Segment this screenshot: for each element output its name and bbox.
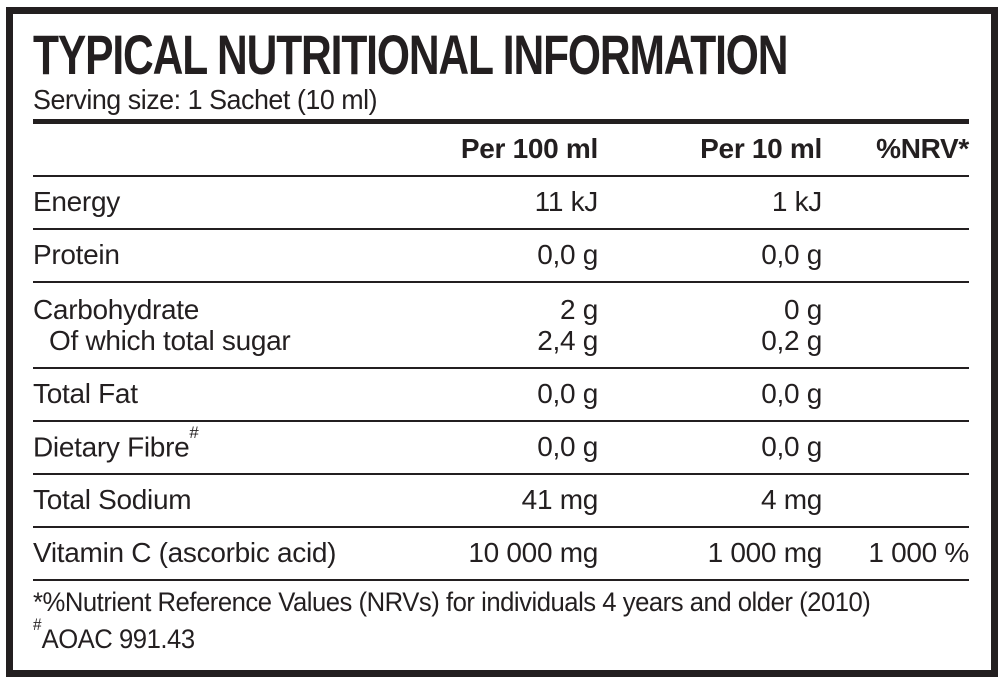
- value-per-10ml: 0,0 g: [598, 420, 822, 475]
- value-per-10ml: 0,0 g: [598, 228, 822, 283]
- footnotes: *%Nutrient Reference Values (NRVs) for i…: [33, 587, 922, 655]
- value-per-10ml: 0 g 0,2 g: [598, 281, 822, 369]
- value-per-100ml: 2 g 2,4 g: [365, 281, 598, 369]
- value-nrv: [822, 175, 969, 230]
- nutrition-table: Per 100 ml Per 10 ml %NRV* Energy 11 kJ …: [33, 123, 969, 581]
- footnote-nrv: *%Nutrient Reference Values (NRVs) for i…: [33, 586, 871, 617]
- value-per-100ml: 41 mg: [365, 473, 598, 528]
- divider-thick: [33, 119, 969, 124]
- nutrient-label: Total Sodium: [33, 473, 365, 528]
- value-per-10ml: 1 kJ: [598, 175, 822, 230]
- value-per-100ml: 0,0 g: [365, 228, 598, 283]
- value-nrv: [822, 367, 969, 422]
- header-per-10ml: Per 10 ml: [598, 123, 822, 177]
- nutrient-label: Energy: [33, 175, 365, 230]
- value-per-10ml: 1 000 mg: [598, 526, 822, 581]
- footnote-aoac: #AOAC 991.43: [33, 616, 195, 654]
- value-per-10ml: 4 mg: [598, 473, 822, 528]
- value-per-100ml: 10 000 mg: [365, 526, 598, 581]
- value-per-100ml: 0,0 g: [365, 367, 598, 422]
- value-nrv: [822, 281, 969, 369]
- table-header-row: Per 100 ml Per 10 ml %NRV*: [33, 123, 969, 177]
- nutrient-label: Total Fat: [33, 367, 365, 422]
- value-nrv: [822, 228, 969, 283]
- nutrient-label: Protein: [33, 228, 365, 283]
- table-row-total-sodium: Total Sodium 41 mg 4 mg: [33, 473, 969, 528]
- panel-title: TYPICAL NUTRITIONAL INFORMATION: [33, 23, 788, 86]
- nutrition-panel: TYPICAL NUTRITIONAL INFORMATION Serving …: [6, 7, 998, 677]
- nutrient-label: Dietary Fibre#: [33, 420, 365, 475]
- carbohydrate-label: Carbohydrate: [33, 293, 200, 325]
- table-row-protein: Protein 0,0 g 0,0 g: [33, 228, 969, 283]
- header-per-100ml: Per 100 ml: [365, 123, 598, 177]
- sugar-sub-label: Of which total sugar: [49, 324, 291, 356]
- table-row-dietary-fibre: Dietary Fibre# 0,0 g 0,0 g: [33, 420, 969, 475]
- table-row-carbohydrate: Carbohydrate Of which total sugar 2 g 2,…: [33, 281, 969, 369]
- fibre-footnote-marker: #: [189, 423, 199, 443]
- nutrient-label: Vitamin C (ascorbic acid): [33, 526, 365, 581]
- value-per-100ml: 11 kJ: [365, 175, 598, 230]
- table-row-energy: Energy 11 kJ 1 kJ: [33, 175, 969, 230]
- nutrient-label: Carbohydrate Of which total sugar: [33, 281, 365, 369]
- header-nutrient: [33, 123, 365, 177]
- value-per-100ml: 0,0 g: [365, 420, 598, 475]
- value-nrv: 1 000 %: [822, 526, 969, 581]
- header-nrv: %NRV*: [822, 123, 969, 177]
- serving-size-text: Serving size: 1 Sachet (10 ml): [33, 84, 378, 115]
- value-nrv: [822, 420, 969, 475]
- value-nrv: [822, 473, 969, 528]
- table-row-total-fat: Total Fat 0,0 g 0,0 g: [33, 367, 969, 422]
- aoac-footnote-marker: #: [33, 616, 42, 635]
- value-per-10ml: 0,0 g: [598, 367, 822, 422]
- table-row-vitamin-c: Vitamin C (ascorbic acid) 10 000 mg 1 00…: [33, 526, 969, 581]
